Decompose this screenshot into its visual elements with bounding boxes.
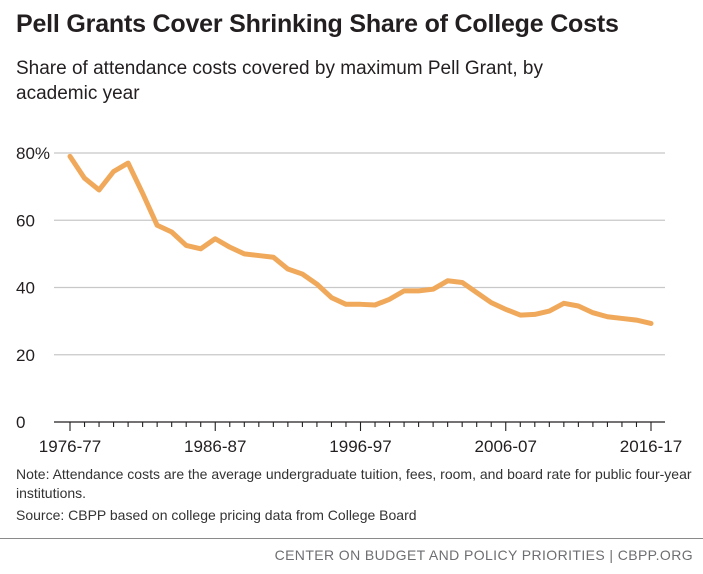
grid-layer [54, 152, 665, 356]
x-tick-label-2016-17: 2016-17 [620, 437, 682, 456]
y-tick-label-60: 60 [16, 211, 35, 230]
chart-source: Source: CBPP based on college pricing da… [16, 507, 417, 523]
chart-subtitle: Share of attendance costs covered by max… [16, 58, 543, 104]
chart-note: Note: Attendance costs are the average u… [16, 466, 692, 501]
x-tick-label-1996-97: 1996-97 [329, 437, 391, 456]
y-tick-label-0: 0 [16, 413, 25, 432]
line-chart: 0 20 40 60 80% 1976-77 1986-87 1996-97 2006-07 2… [16, 144, 682, 456]
footer-credit: CENTER ON BUDGET AND POLICY PRIORITIES |… [274, 547, 693, 563]
chart-title: Pell Grants Cover Shrinking Share of Col… [16, 10, 619, 38]
y-tick-label-40: 40 [16, 279, 35, 298]
x-tick-label-2006-07: 2006-07 [475, 437, 537, 456]
series-layer [67, 153, 654, 326]
y-tick-label-20: 20 [16, 346, 35, 365]
footer-divider [0, 538, 703, 539]
y-axis: 0 20 40 60 80% [16, 144, 50, 432]
x-axis: 1976-77 1986-87 1996-97 2006-07 2016-17 [39, 421, 682, 456]
series-line-pell-share [67, 153, 654, 326]
x-tick-label-1976-77: 1976-77 [39, 437, 101, 456]
y-tick-label-80: 80% [16, 144, 50, 163]
x-tick-label-1986-87: 1986-87 [184, 437, 246, 456]
